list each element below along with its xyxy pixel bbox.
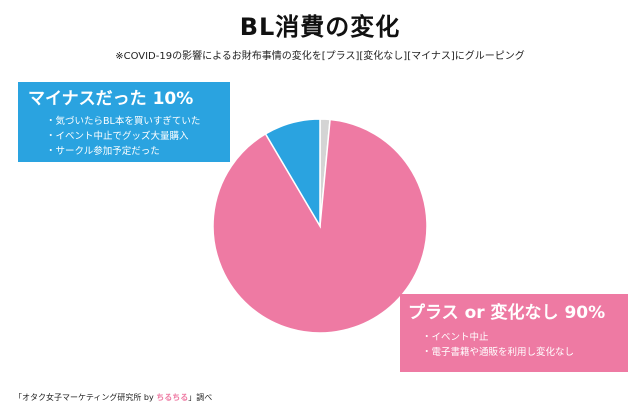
- minus-bullet: イベント中止でグッズ大量購入: [46, 129, 230, 144]
- plus-bullet: 電子書籍や通販を利用し変化なし: [422, 345, 628, 360]
- minus-bullet: 気づいたらBL本を買いすぎていた: [46, 114, 230, 129]
- chart-title: BL消費の変化: [239, 13, 401, 41]
- plus-bullet: イベント中止: [422, 330, 628, 345]
- pie-slice: [264, 118, 321, 229]
- source-note: 「オタク女子マーケティング研究所 by ちるちる」調べ: [14, 392, 212, 404]
- pie-chart: [212, 118, 428, 334]
- minus-bullet: サークル参加予定だった: [46, 144, 230, 159]
- chart-subtitle: ※COVID-19の影響によるお財布事情の変化を[プラス][変化なし][マイナス…: [115, 51, 525, 62]
- minus-bullet-list: 気づいたらBL本を買いすぎていた イベント中止でグッズ大量購入 サークル参加予定…: [18, 114, 230, 159]
- plus-heading: プラス or 変化なし 90%: [408, 303, 606, 323]
- plus-callout: プラス or 変化なし 90% イベント中止 電子書籍や通販を利用し変化なし: [400, 294, 628, 372]
- minus-heading: マイナスだった 10%: [28, 89, 194, 109]
- plus-bullet-list: イベント中止 電子書籍や通販を利用し変化なし: [400, 330, 628, 360]
- minus-callout: マイナスだった 10% 気づいたらBL本を買いすぎていた イベント中止でグッズ大…: [18, 82, 230, 162]
- source-suffix: 」調べ: [188, 393, 213, 402]
- source-brand: ちるちる: [156, 393, 189, 402]
- source-prefix: 「オタク女子マーケティング研究所 by: [14, 393, 157, 402]
